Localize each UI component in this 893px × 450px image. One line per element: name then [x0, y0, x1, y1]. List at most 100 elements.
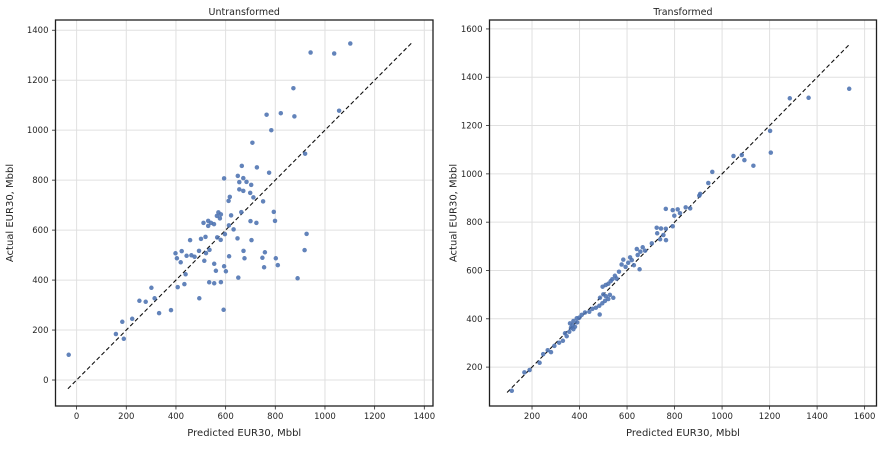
chart-title: Untransformed	[209, 7, 280, 18]
scatter-point	[631, 262, 637, 268]
y-tick-label: 200	[466, 363, 482, 373]
scatter-point	[235, 236, 240, 241]
x-tick-label: 0	[74, 412, 79, 422]
scatter-point	[623, 264, 628, 270]
scatter-point	[677, 210, 683, 216]
scatter-point	[213, 268, 219, 274]
scatter-point	[198, 236, 204, 242]
scatter-point	[248, 182, 254, 188]
y-tick-label: 1200	[461, 122, 483, 132]
x-tick-label: 1400	[806, 412, 828, 422]
x-tick-label: 400	[571, 412, 587, 422]
scatter-point	[237, 179, 242, 185]
y-tick-label: 1600	[461, 25, 483, 35]
scatter-point	[571, 318, 576, 324]
scatter-point	[739, 152, 745, 158]
scatter-point	[619, 262, 624, 267]
y-tick-label: 600	[32, 226, 48, 236]
scatter-point	[706, 180, 711, 186]
scatter-point	[278, 110, 284, 116]
x-tick-label: 1400	[413, 412, 435, 422]
y-axis-label: Actual EUR30, Mbbl	[449, 164, 460, 262]
scatter-point	[582, 310, 588, 315]
scatter-point	[597, 303, 602, 309]
scatter-point	[590, 306, 595, 312]
scatter-point	[657, 237, 663, 242]
scatter-point	[207, 247, 212, 253]
scatter-point	[218, 279, 224, 285]
plot-frame	[488, 19, 878, 407]
identity-line	[506, 43, 851, 393]
y-tick-label: 800	[32, 176, 48, 186]
scatter-point	[239, 163, 245, 169]
scatter-point	[606, 296, 611, 302]
scatter-point	[509, 388, 515, 394]
scatter-point	[710, 169, 715, 175]
scatter-point	[846, 86, 852, 92]
scatter-point	[217, 216, 223, 221]
scatter-point	[572, 324, 578, 330]
scatter-point	[247, 190, 253, 196]
scatter-point	[113, 331, 119, 337]
scatter-point	[640, 245, 645, 250]
x-tick-label: 200	[524, 412, 540, 422]
scatter-point	[295, 276, 300, 281]
scatter-point	[214, 235, 220, 240]
scatter-point	[302, 151, 308, 156]
scatter-point	[235, 173, 241, 179]
scatter-point	[687, 206, 693, 211]
scatter-point	[197, 296, 202, 301]
scatter-point	[742, 157, 747, 163]
scatter-point	[218, 237, 223, 243]
scatter-point	[602, 298, 608, 304]
scatter-point	[149, 285, 154, 291]
scatter-point	[221, 307, 226, 313]
scatter-point	[611, 295, 616, 301]
x-axis-label: Predicted EUR30, Mbbl	[626, 428, 740, 439]
scatter-point	[670, 224, 675, 229]
scatter-point	[597, 295, 603, 301]
scatter-point	[625, 260, 631, 266]
scatter-point	[173, 251, 178, 256]
x-tick-label: 200	[118, 412, 134, 422]
scatter-point	[168, 307, 174, 313]
scatter-point	[579, 312, 584, 318]
scatter-point	[261, 265, 267, 270]
scatter-point	[211, 261, 217, 267]
x-tick-label: 600	[218, 412, 234, 422]
scatter-point	[610, 276, 615, 282]
scatter-point	[731, 153, 736, 159]
scatter-point	[202, 258, 207, 264]
scatter-point	[621, 257, 626, 262]
scatter-point	[241, 248, 246, 254]
scatter-point	[211, 281, 217, 286]
y-tick-label: 1200	[27, 76, 49, 86]
scatter-point	[574, 320, 580, 325]
x-axis-label: Predicted EUR30, Mbbl	[187, 428, 301, 439]
x-tick-label: 1200	[364, 412, 386, 422]
scatter-point	[241, 188, 246, 194]
scatter-point	[302, 247, 307, 253]
scatter-point	[254, 165, 260, 170]
scatter-point	[806, 95, 811, 101]
identity-line	[67, 41, 413, 390]
scatter-point	[634, 246, 640, 252]
scatter-point	[201, 220, 206, 226]
scatter-point	[597, 312, 602, 317]
scatter-point	[192, 254, 197, 260]
y-tick-label: 0	[43, 376, 48, 386]
scatter-point	[260, 255, 265, 261]
scatter-point	[182, 281, 187, 287]
scatter-point	[249, 237, 254, 243]
scatter-point	[607, 292, 613, 298]
scatter-point	[564, 333, 569, 339]
scatter-point	[567, 329, 572, 335]
scatter-point	[260, 199, 266, 204]
scatter-point	[556, 340, 562, 345]
scatter-point	[540, 351, 546, 357]
scatter-point	[587, 309, 592, 315]
scatter-point	[649, 241, 655, 246]
y-tick-label: 1400	[461, 73, 483, 83]
scatter-point	[236, 275, 241, 280]
y-tick-label: 1000	[27, 126, 49, 136]
